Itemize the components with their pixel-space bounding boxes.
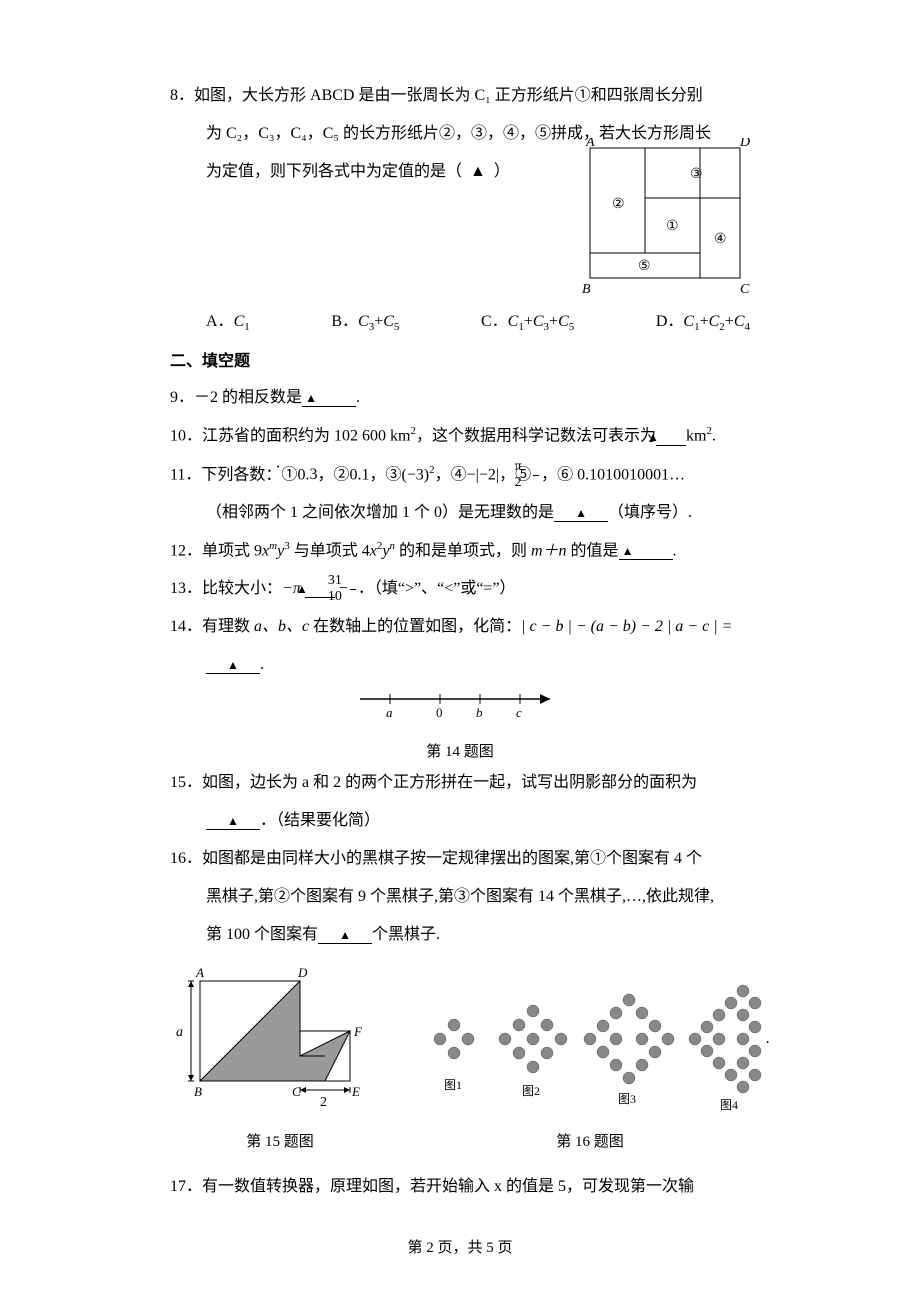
q14-number: 14． (170, 618, 202, 635)
question-13: 13．比较大小：−π −3110．（填“>”、“<”或“=”） (170, 573, 750, 605)
q11-l2a: （相邻两个 1 之间依次增加 1 个 0）是无理数的是 (206, 504, 554, 521)
q13-frac: 3110 (350, 574, 356, 604)
q16-blank (318, 927, 372, 944)
svg-text:图1: 图1 (444, 1078, 462, 1092)
q12-blank (619, 543, 673, 560)
question-12: 12．单项式 9xmy3 与单项式 4x2yn 的和是单项式，则 m＋n 的值是… (170, 535, 750, 567)
q15-number: 15． (170, 774, 202, 791)
q11-v1b: 3 (309, 466, 317, 483)
q15-figure: a 2 A D B C F E 第 15 题图 (170, 961, 390, 1157)
svg-text:0: 0 (436, 705, 443, 720)
q8-opt-a: A．C1 (206, 306, 250, 338)
svg-text:B: B (194, 1084, 202, 1099)
q9-a: －2 的相反数是 (194, 389, 302, 406)
q8-number: 8． (170, 87, 194, 104)
question-17: 17．有一数值转换器，原理如图，若开始输入 x 的值是 5，可发现第一次输 (170, 1171, 750, 1203)
q9-b: . (356, 389, 360, 406)
q15-blank (206, 813, 260, 830)
q16-number: 16． (170, 850, 202, 867)
q16-svg: … 图1 图2 图3 图4 (410, 961, 770, 1111)
q16-line2: 黑棋子,第②个图案有 9 个黑棋子,第③个图案有 14 个黑棋子,…,依此规律, (170, 881, 750, 913)
question-14: 14．有理数 a、b、c 在数轴上的位置如图，化简：| c − b | − (a… (170, 611, 750, 643)
svg-text:2: 2 (320, 1095, 327, 1110)
q9-number: 9． (170, 389, 194, 406)
q14-caption: 第 14 题图 (170, 737, 750, 767)
svg-text:A: A (195, 965, 204, 980)
figures-15-16: a 2 A D B C F E 第 15 题图 (170, 961, 750, 1157)
svg-text:b: b (476, 705, 483, 720)
q10-d: . (712, 428, 716, 445)
svg-text:a: a (386, 705, 393, 720)
svg-text:C: C (292, 1084, 301, 1099)
q11-v1a: 0. (297, 466, 309, 483)
q8-reg1: ① (666, 219, 679, 234)
q11-s3: ，⑥ 0.1010010001… (541, 466, 685, 483)
q8-svg: A D B C ② ③ ① ④ ⑤ (580, 138, 750, 298)
q10-number: 10． (170, 428, 202, 445)
q9-blank (302, 390, 356, 407)
page: 8．如图，大长方形 ABCD 是由一张周长为 C₁ 正方形纸片①和四张周长分别 … (0, 0, 920, 1303)
q10-c: km (686, 428, 706, 445)
question-11: 11．下列各数：①0.3，②0.1，③(−3)2，④−|−2|，⑤π2，⑥ 0.… (170, 459, 750, 491)
question-10: 10．江苏省的面积约为 102 600 km2，这个数据用科学记数法可表示为km… (170, 420, 750, 452)
question-16: 16．如图都是由同样大小的黑棋子按一定规律摆出的图案,第①个图案有 4 个 (170, 843, 750, 875)
q11-blank (554, 505, 608, 522)
q17-number: 17． (170, 1178, 202, 1195)
q13-number: 13． (170, 580, 202, 597)
q8-opt-c: C．C1+C3+C5 (481, 306, 574, 338)
question-9: 9．－2 的相反数是. (170, 382, 750, 414)
q15-caption: 第 15 题图 (170, 1127, 390, 1157)
svg-text:c: c (516, 705, 522, 720)
q10-a: 江苏省的面积约为 102 600 km (202, 428, 410, 445)
svg-text:a: a (176, 1025, 183, 1040)
q12-number: 12． (170, 542, 202, 559)
q14-axis-svg: a 0 b c (350, 687, 570, 721)
q14-blank (206, 657, 260, 674)
svg-text:图2: 图2 (522, 1084, 540, 1098)
q8-reg3: ③ (690, 167, 703, 182)
q14-line2: . (170, 649, 750, 681)
q8-label-a: A (585, 138, 595, 150)
q11-l2b: （填序号）. (608, 504, 692, 521)
q11-v3: (−3) (401, 466, 429, 483)
q8-opt-d: D．C1+C2+C4 (656, 306, 750, 338)
q8-reg4: ④ (714, 232, 727, 247)
q8-label-b: B (582, 282, 591, 297)
q16-line3: 第 100 个图案有个黑棋子. (170, 919, 750, 951)
svg-text:F: F (353, 1024, 363, 1039)
svg-text:D: D (297, 965, 308, 980)
q8-line3a: 为定值，则下列各式中为定值的是（ (206, 163, 462, 180)
q12-a: 单项式 9 (202, 542, 262, 559)
page-footer: 第 2 页，共 5 页 (170, 1233, 750, 1263)
q10-blank (656, 429, 686, 446)
question-8: 8．如图，大长方形 ABCD 是由一张周长为 C₁ 正方形纸片①和四张周长分别 (170, 80, 750, 112)
q10-b: ，这个数据用科学记数法可表示为 (416, 428, 656, 445)
q11-number: 11． (170, 466, 201, 483)
q14-axis: a 0 b c (170, 687, 750, 733)
svg-text:…: … (765, 1030, 770, 1047)
q8-label-c: C (740, 282, 750, 297)
q11-line2: （相邻两个 1 之间依次增加 1 个 0）是无理数的是 （填序号）. (170, 497, 750, 529)
svg-text:E: E (351, 1084, 360, 1099)
q16-caption: 第 16 题图 (410, 1127, 770, 1157)
q8-opt-b: B．C3+C5 (331, 306, 399, 338)
q8-reg5: ⑤ (638, 259, 651, 274)
q15-line2: ．（结果要化简） (170, 805, 750, 837)
q8-line1: 如图，大长方形 ABCD 是由一张周长为 C₁ 正方形纸片①和四张周长分别 (194, 87, 703, 104)
section-2-header: 二、填空题 (170, 346, 750, 378)
svg-text:图3: 图3 (618, 1092, 636, 1106)
svg-text:图4: 图4 (720, 1098, 738, 1111)
q11-s1: ，②0.1，③ (317, 466, 401, 483)
q11-lead: 下列各数：① (201, 466, 297, 483)
q8-figure: A D B C ② ③ ① ④ ⑤ (580, 138, 750, 310)
q11-frac: π2 (533, 460, 539, 490)
question-15: 15．如图，边长为 a 和 2 的两个正方形拼在一起，试写出阴影部分的面积为 (170, 767, 750, 799)
q8-label-d: D (739, 138, 750, 150)
q15-svg: a 2 A D B C F E (170, 961, 390, 1111)
q8-reg2: ② (612, 197, 625, 212)
q8-options: A．C1 B．C3+C5 C．C1+C3+C5 D．C1+C2+C4 (170, 306, 750, 338)
q16-figure: … 图1 图2 图3 图4 第 16 题图 (410, 961, 770, 1157)
q8-line3b: ） (494, 163, 510, 180)
